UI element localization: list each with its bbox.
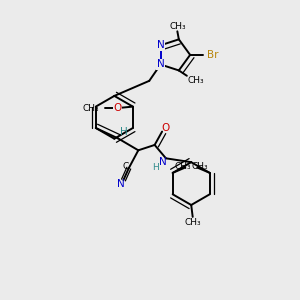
Text: O: O (161, 123, 169, 133)
Text: N: N (158, 158, 166, 167)
Text: H: H (152, 163, 159, 172)
Text: CH₃: CH₃ (174, 162, 191, 171)
Text: CH₃: CH₃ (169, 22, 186, 32)
Text: N: N (157, 59, 164, 70)
Text: C: C (122, 162, 128, 171)
Text: CH₃: CH₃ (192, 162, 208, 171)
Text: CH₃: CH₃ (184, 218, 201, 227)
Text: CH₃: CH₃ (188, 76, 204, 85)
Text: CH₃: CH₃ (83, 103, 100, 112)
Text: H: H (120, 127, 127, 137)
Text: N: N (157, 40, 164, 50)
Text: N: N (117, 178, 125, 189)
Text: Br: Br (207, 50, 219, 60)
Text: O: O (113, 103, 122, 113)
